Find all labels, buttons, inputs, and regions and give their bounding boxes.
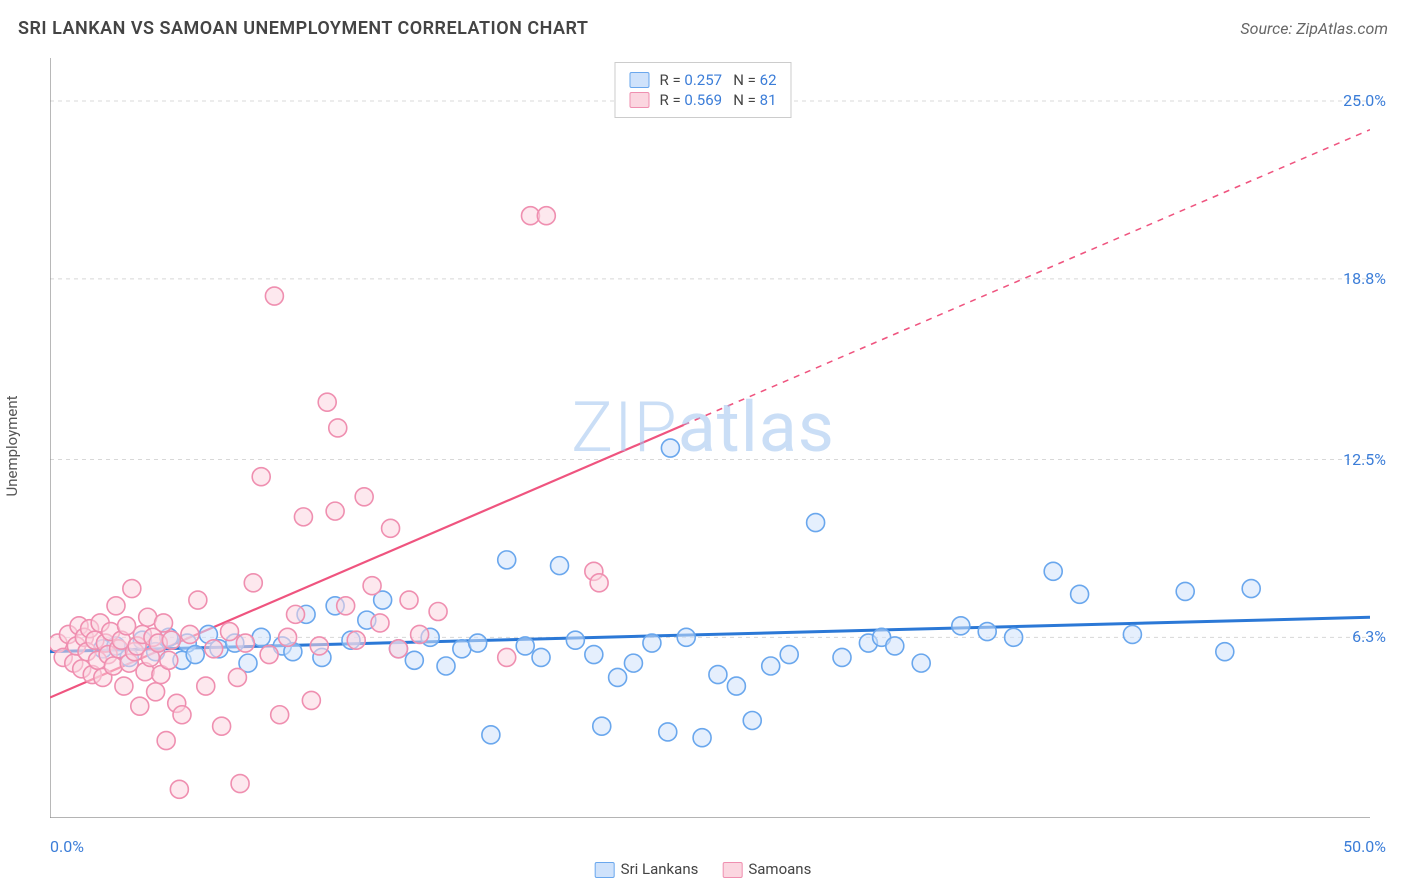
source-name: ZipAtlas.com bbox=[1296, 19, 1388, 38]
legend-swatch bbox=[595, 862, 615, 878]
x-axis-max-label: 50.0% bbox=[1343, 837, 1386, 856]
y-axis-tick-label: 18.8% bbox=[1343, 269, 1386, 288]
source-attribution: Source: ZipAtlas.com bbox=[1240, 19, 1388, 38]
correlation-row: R = 0.257 N = 62 bbox=[629, 71, 776, 89]
chart-title: SRI LANKAN VS SAMOAN UNEMPLOYMENT CORREL… bbox=[18, 18, 588, 39]
source-prefix: Source: bbox=[1240, 19, 1296, 38]
legend-label: Sri Lankans bbox=[621, 860, 699, 878]
chart-svg bbox=[50, 58, 1370, 818]
correlation-text: R = 0.569 N = 81 bbox=[659, 91, 776, 109]
legend-item: Sri Lankans bbox=[595, 860, 699, 878]
y-axis-tick-label: 6.3% bbox=[1352, 627, 1386, 646]
legend-swatch bbox=[629, 72, 649, 88]
plot-area bbox=[50, 58, 1370, 818]
correlation-legend: R = 0.257 N = 62 R = 0.569 N = 81 bbox=[614, 62, 791, 118]
legend-label: Samoans bbox=[748, 860, 811, 878]
legend-swatch bbox=[629, 92, 649, 108]
y-axis-tick-label: 12.5% bbox=[1343, 450, 1386, 469]
y-axis-label: Unemployment bbox=[3, 395, 21, 496]
legend-swatch bbox=[722, 862, 742, 878]
correlation-row: R = 0.569 N = 81 bbox=[629, 91, 776, 109]
legend-item: Samoans bbox=[722, 860, 811, 878]
chart-container: SRI LANKAN VS SAMOAN UNEMPLOYMENT CORREL… bbox=[0, 0, 1406, 892]
title-row: SRI LANKAN VS SAMOAN UNEMPLOYMENT CORREL… bbox=[18, 18, 1388, 39]
series-legend: Sri Lankans Samoans bbox=[595, 860, 812, 878]
correlation-text: R = 0.257 N = 62 bbox=[659, 71, 776, 89]
y-axis-tick-label: 25.0% bbox=[1343, 91, 1386, 110]
x-axis-min-label: 0.0% bbox=[50, 837, 84, 856]
